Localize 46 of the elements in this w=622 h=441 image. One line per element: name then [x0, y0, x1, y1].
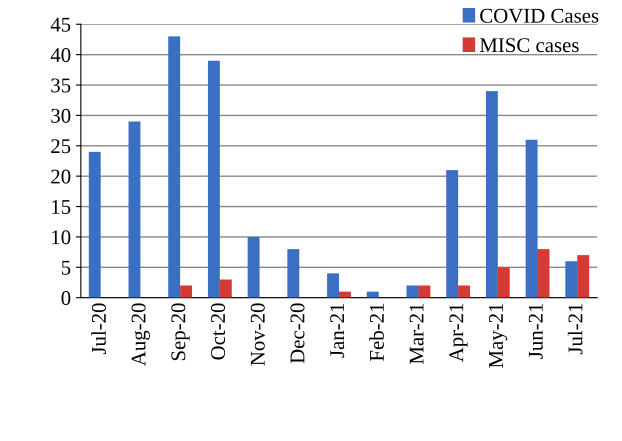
y-tick-label: 15: [52, 200, 70, 214]
bar: [418, 286, 430, 298]
y-tick-label: 0: [62, 291, 70, 306]
x-tick-label: Oct-20: [211, 303, 226, 360]
bar: [168, 36, 180, 298]
bar: [577, 255, 590, 298]
bar: [446, 170, 458, 298]
bar: [248, 236, 260, 298]
bar: [88, 152, 101, 298]
y-tick-label: 10: [52, 230, 70, 244]
bar: [526, 140, 538, 298]
y-tick-label: 20: [51, 170, 70, 184]
y-tick-label: 45: [50, 18, 70, 32]
x-tick-label: Aug-20: [132, 303, 150, 366]
y-tick-label: 30: [51, 108, 70, 123]
bar: [327, 273, 339, 298]
bar: [208, 60, 220, 298]
y-tick-label: 35: [51, 78, 70, 92]
x-tick-label: Jan-21: [330, 304, 344, 358]
y-tick-label: 40: [50, 48, 70, 62]
x-tick-label: Nov-20: [250, 303, 265, 366]
bar: [498, 267, 510, 298]
legend-label: MISC cases: [480, 38, 579, 52]
bar: [180, 286, 192, 298]
bar: [406, 286, 418, 298]
legend-label: COVID Cases: [480, 8, 598, 23]
x-tick-label: Jul-21: [568, 304, 582, 354]
x-tick-label: Jun-21: [528, 304, 543, 359]
bar: [338, 292, 351, 298]
y-tick-label: 25: [51, 139, 70, 154]
bar: [565, 261, 578, 298]
x-tick-label: Dec-20: [290, 303, 304, 364]
bar: [128, 121, 140, 298]
bar: [458, 286, 470, 298]
bar: [287, 249, 300, 298]
x-tick-label: Apr-21: [449, 304, 468, 362]
y-tick-label: 5: [62, 260, 70, 275]
bar: [538, 249, 550, 298]
x-tick-label: May-21: [488, 304, 508, 368]
x-tick-label: Jul-20: [91, 303, 106, 354]
x-tick-label: Sep-20: [171, 303, 190, 360]
x-tick-label: Feb-21: [369, 304, 384, 361]
x-tick-label: Mar-21: [410, 304, 424, 364]
bar: [486, 91, 498, 298]
bar: [366, 292, 379, 298]
bar: [220, 279, 232, 298]
